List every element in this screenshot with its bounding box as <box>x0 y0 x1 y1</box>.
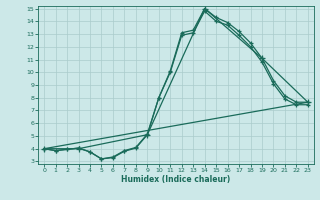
X-axis label: Humidex (Indice chaleur): Humidex (Indice chaleur) <box>121 175 231 184</box>
